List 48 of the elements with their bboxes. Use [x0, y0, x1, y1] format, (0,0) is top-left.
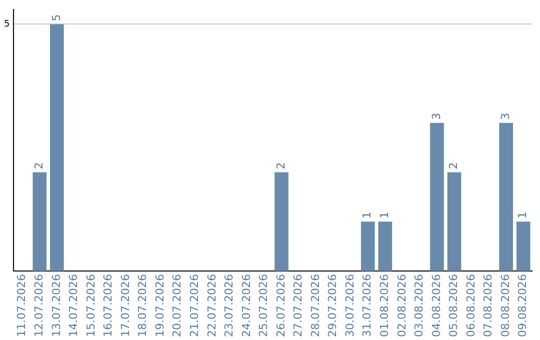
bar — [516, 222, 530, 272]
bar — [430, 122, 444, 272]
x-tick-label: 06.08.2026 — [464, 274, 478, 338]
bar — [499, 122, 513, 272]
x-tick-label: 11.07.2026 — [15, 274, 28, 338]
bar — [274, 172, 288, 272]
data-label: 3 — [430, 112, 443, 120]
x-tick-label: 23.07.2026 — [222, 274, 236, 338]
bar — [378, 222, 392, 272]
x-tick-label: 02.08.2026 — [395, 274, 408, 338]
x-tick-label: 12.07.2026 — [32, 274, 46, 338]
x-tick-label: 01.08.2026 — [378, 274, 392, 338]
x-tick-label: 19.07.2026 — [153, 274, 166, 338]
data-label: 2 — [32, 162, 46, 170]
x-tick-label: 15.07.2026 — [84, 274, 98, 338]
data-label: 1 — [360, 212, 374, 219]
x-tick-label: 13.07.2026 — [50, 274, 63, 338]
x-tick-label: 05.08.2026 — [447, 274, 460, 338]
x-tick-label: 24.07.2026 — [240, 274, 253, 338]
data-label: 5 — [50, 14, 63, 22]
x-tick-label: 31.07.2026 — [360, 274, 374, 338]
x-tick-label: 04.08.2026 — [430, 274, 443, 338]
data-label: 2 — [274, 162, 288, 170]
x-tick-label: 29.07.2026 — [326, 274, 340, 338]
x-tick-label: 16.07.2026 — [102, 274, 115, 338]
x-tick-label: 20.07.2026 — [170, 274, 184, 338]
bar — [50, 24, 64, 272]
bar — [360, 222, 375, 272]
data-label: 1 — [378, 212, 392, 219]
x-tick-label: 30.07.2026 — [343, 274, 356, 338]
data-label: 2 — [447, 162, 460, 170]
x-tick-label: 07.08.2026 — [482, 274, 495, 338]
x-tick-label: 14.07.2026 — [67, 274, 80, 338]
x-tick-label: 22.07.2026 — [205, 274, 218, 338]
x-tick-label: 18.07.2026 — [136, 274, 150, 338]
x-tick-label: 21.07.2026 — [188, 274, 201, 338]
x-tick-label: 25.07.2026 — [257, 274, 270, 338]
data-label: 1 — [516, 212, 530, 219]
x-tick-label: 03.08.2026 — [412, 274, 426, 338]
x-tick-label: 28.07.2026 — [308, 274, 322, 338]
bar — [32, 172, 47, 272]
x-tick-label: 26.07.2026 — [274, 274, 288, 338]
data-label: 3 — [498, 112, 512, 120]
x-tick-label: 17.07.2026 — [118, 274, 132, 338]
bar — [447, 172, 462, 272]
x-tick-label: 09.08.2026 — [516, 274, 530, 338]
x-tick-label: 27.07.2026 — [292, 274, 305, 338]
x-tick-label: 08.08.2026 — [498, 274, 512, 338]
